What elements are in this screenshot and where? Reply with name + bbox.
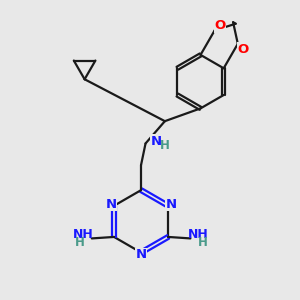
Text: O: O bbox=[214, 20, 226, 32]
Text: N: N bbox=[166, 198, 177, 211]
Text: H: H bbox=[198, 236, 208, 249]
Text: O: O bbox=[238, 43, 249, 56]
Text: H: H bbox=[75, 236, 85, 249]
Text: N: N bbox=[106, 198, 117, 211]
Text: NH: NH bbox=[73, 228, 94, 242]
Text: N: N bbox=[150, 135, 161, 148]
Text: H: H bbox=[160, 139, 170, 152]
Text: NH: NH bbox=[188, 228, 209, 242]
Text: N: N bbox=[136, 248, 147, 261]
